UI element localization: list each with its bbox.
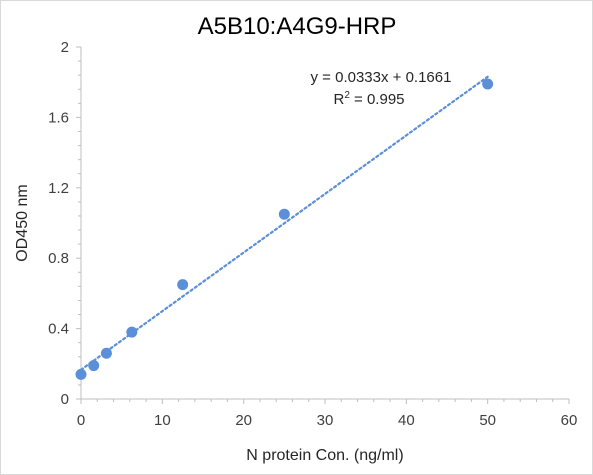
trendline-equation: y = 0.0333x + 0.1661 xyxy=(311,69,452,86)
data-point xyxy=(278,208,290,220)
y-tick-label: 0.8 xyxy=(48,250,69,267)
x-tick-label: 60 xyxy=(561,412,578,429)
y-tick-label: 0 xyxy=(61,391,69,408)
x-axis-title: N protein Con. (ng/ml) xyxy=(246,447,403,464)
data-point xyxy=(75,368,87,380)
data-points-layer xyxy=(75,78,494,380)
y-tick-label: 1.2 xyxy=(48,180,69,197)
x-tick-label: 0 xyxy=(77,412,85,429)
x-tick-label: 10 xyxy=(154,412,171,429)
x-axis-ticks: 0 10 20 30 40 50 60 xyxy=(77,399,578,429)
y-tick-label: 1.6 xyxy=(48,109,69,126)
data-point xyxy=(88,360,100,372)
r-squared-prefix: R xyxy=(333,91,344,108)
r-squared-superscript: 2 xyxy=(344,90,350,101)
x-tick-label: 40 xyxy=(398,412,415,429)
r-squared-label: R2 = 0.995 xyxy=(333,90,404,108)
data-point xyxy=(177,279,189,291)
trendline-layer xyxy=(79,75,489,371)
data-point xyxy=(126,326,138,338)
y-axis-title: OD450 nm xyxy=(14,184,31,261)
linear-trendline xyxy=(79,75,489,371)
y-tick-label: 0.4 xyxy=(48,321,69,338)
r-squared-value: = 0.995 xyxy=(350,91,405,108)
data-point xyxy=(482,78,494,90)
x-tick-label: 20 xyxy=(235,412,252,429)
x-tick-label: 50 xyxy=(479,412,496,429)
x-tick-label: 30 xyxy=(317,412,334,429)
y-tick-label: 2 xyxy=(61,39,69,56)
y-axis-ticks: 0 0.4 0.8 1.2 1.6 2 xyxy=(48,39,81,408)
data-point xyxy=(100,347,112,359)
chart-title: A5B10:A4G9-HRP xyxy=(198,13,397,40)
